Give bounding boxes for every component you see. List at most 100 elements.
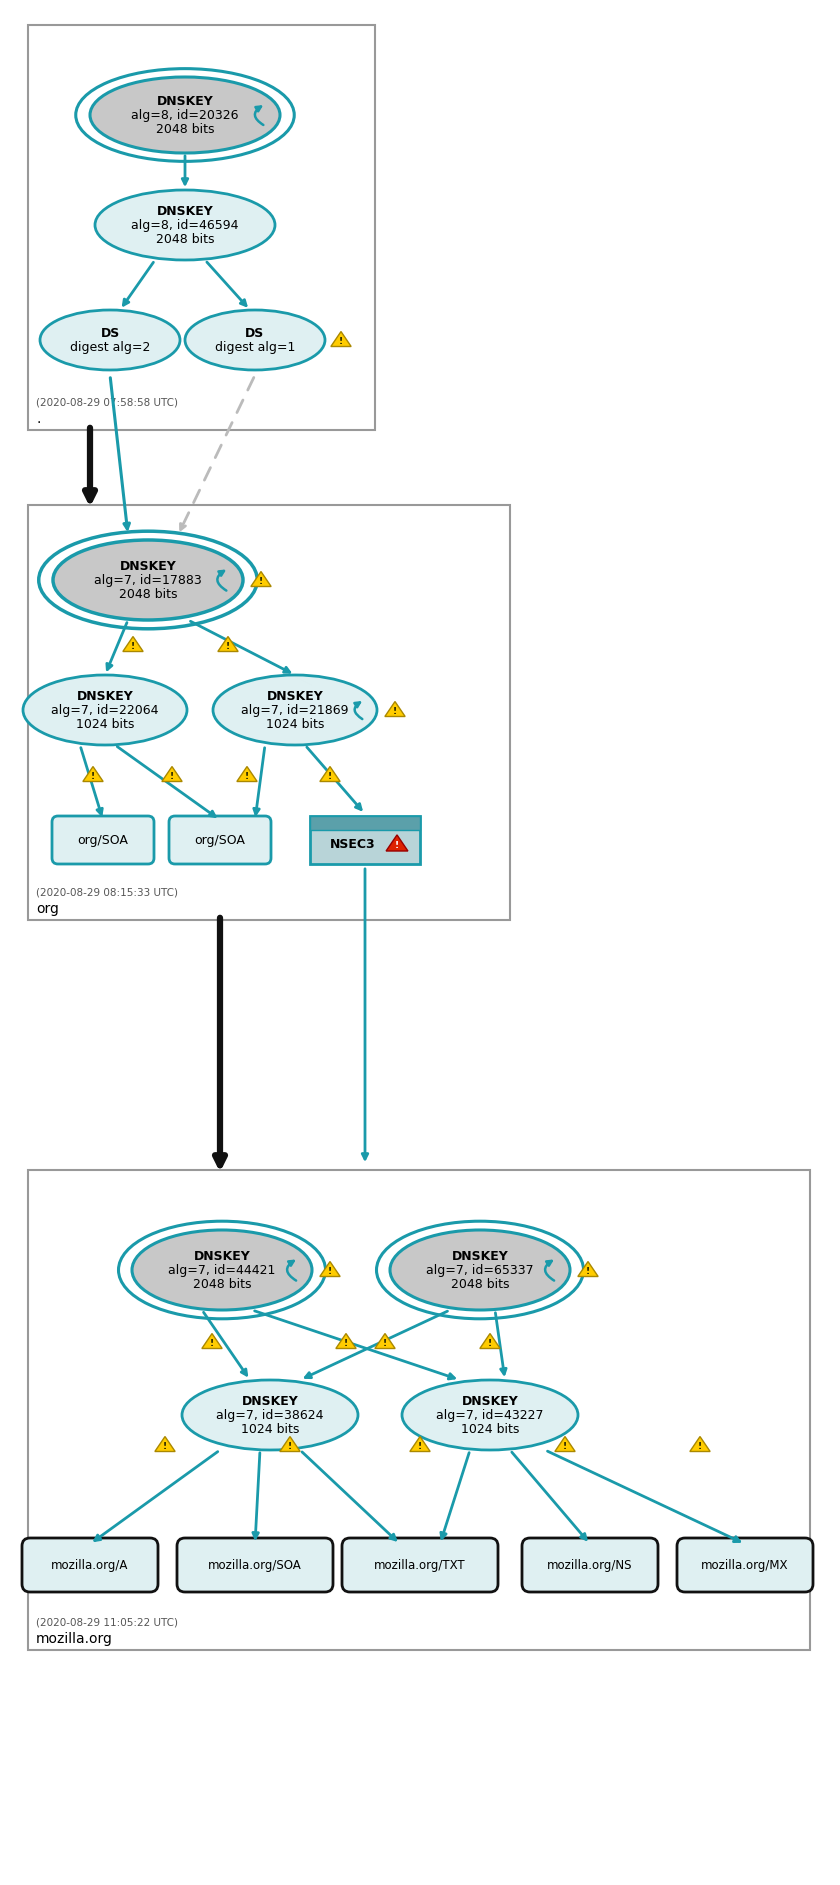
Text: mozilla.org/SOA: mozilla.org/SOA xyxy=(208,1559,302,1572)
FancyBboxPatch shape xyxy=(310,816,420,863)
FancyBboxPatch shape xyxy=(677,1538,813,1593)
Text: DNSKEY: DNSKEY xyxy=(266,690,323,703)
FancyBboxPatch shape xyxy=(28,25,375,430)
Text: org/SOA: org/SOA xyxy=(195,833,245,846)
FancyBboxPatch shape xyxy=(28,1171,810,1649)
Text: org: org xyxy=(36,903,59,916)
Text: mozilla.org/MX: mozilla.org/MX xyxy=(701,1559,789,1572)
Polygon shape xyxy=(386,835,408,850)
Text: !: ! xyxy=(170,771,174,780)
Text: !: ! xyxy=(91,771,95,780)
Text: 1024 bits: 1024 bits xyxy=(241,1423,299,1436)
FancyBboxPatch shape xyxy=(177,1538,333,1593)
FancyBboxPatch shape xyxy=(52,816,154,863)
Ellipse shape xyxy=(90,77,280,153)
Polygon shape xyxy=(555,1436,575,1451)
Text: alg=7, id=65337: alg=7, id=65337 xyxy=(426,1263,533,1276)
Text: DNSKEY: DNSKEY xyxy=(194,1250,250,1263)
Text: 2048 bits: 2048 bits xyxy=(155,232,214,245)
Polygon shape xyxy=(385,701,405,716)
Text: .: . xyxy=(36,413,40,426)
Text: DS: DS xyxy=(100,326,119,339)
Polygon shape xyxy=(410,1436,430,1451)
Polygon shape xyxy=(690,1436,710,1451)
Text: DNSKEY: DNSKEY xyxy=(156,94,213,107)
FancyBboxPatch shape xyxy=(310,816,420,831)
Text: DNSKEY: DNSKEY xyxy=(462,1395,518,1408)
Text: !: ! xyxy=(563,1442,567,1451)
Polygon shape xyxy=(123,637,143,652)
FancyBboxPatch shape xyxy=(169,816,271,863)
Polygon shape xyxy=(218,637,239,652)
Text: digest alg=2: digest alg=2 xyxy=(70,341,150,354)
Polygon shape xyxy=(162,767,182,782)
Text: DNSKEY: DNSKEY xyxy=(156,204,213,217)
Text: 2048 bits: 2048 bits xyxy=(118,588,177,601)
Text: mozilla.org/TXT: mozilla.org/TXT xyxy=(374,1559,466,1572)
FancyBboxPatch shape xyxy=(28,505,510,920)
Text: alg=7, id=17883: alg=7, id=17883 xyxy=(94,573,202,586)
Text: !: ! xyxy=(259,577,263,586)
Polygon shape xyxy=(280,1436,300,1451)
Text: !: ! xyxy=(586,1267,590,1276)
FancyBboxPatch shape xyxy=(22,1538,158,1593)
Polygon shape xyxy=(155,1436,175,1451)
Text: !: ! xyxy=(245,771,249,780)
Text: !: ! xyxy=(383,1338,387,1348)
Text: DS: DS xyxy=(245,326,265,339)
Ellipse shape xyxy=(402,1380,578,1450)
Text: !: ! xyxy=(226,641,230,650)
Text: !: ! xyxy=(395,841,399,850)
Text: NSEC3: NSEC3 xyxy=(330,837,375,850)
Text: alg=8, id=20326: alg=8, id=20326 xyxy=(131,109,239,121)
Text: !: ! xyxy=(328,771,332,780)
Polygon shape xyxy=(336,1333,356,1348)
Text: alg=7, id=43227: alg=7, id=43227 xyxy=(436,1408,543,1421)
Polygon shape xyxy=(202,1333,222,1348)
Text: alg=7, id=38624: alg=7, id=38624 xyxy=(216,1408,323,1421)
Ellipse shape xyxy=(213,675,377,745)
Text: 1024 bits: 1024 bits xyxy=(461,1423,519,1436)
Polygon shape xyxy=(320,767,340,782)
Text: mozilla.org/NS: mozilla.org/NS xyxy=(547,1559,633,1572)
Text: !: ! xyxy=(393,707,397,716)
Text: DNSKEY: DNSKEY xyxy=(452,1250,508,1263)
Ellipse shape xyxy=(53,539,243,620)
Polygon shape xyxy=(83,767,103,782)
Polygon shape xyxy=(331,332,351,347)
Polygon shape xyxy=(237,767,257,782)
Text: 1024 bits: 1024 bits xyxy=(76,718,134,731)
Text: digest alg=1: digest alg=1 xyxy=(215,341,295,354)
Text: mozilla.org/A: mozilla.org/A xyxy=(51,1559,129,1572)
Text: !: ! xyxy=(288,1442,292,1451)
Text: 2048 bits: 2048 bits xyxy=(192,1278,251,1291)
Text: !: ! xyxy=(344,1338,348,1348)
Ellipse shape xyxy=(182,1380,358,1450)
Text: !: ! xyxy=(328,1267,332,1276)
Text: !: ! xyxy=(698,1442,702,1451)
Text: (2020-08-29 07:58:58 UTC): (2020-08-29 07:58:58 UTC) xyxy=(36,398,178,407)
Text: DNSKEY: DNSKEY xyxy=(242,1395,298,1408)
Text: !: ! xyxy=(163,1442,167,1451)
Polygon shape xyxy=(251,571,271,586)
Polygon shape xyxy=(578,1261,598,1276)
Text: (2020-08-29 08:15:33 UTC): (2020-08-29 08:15:33 UTC) xyxy=(36,888,178,897)
Ellipse shape xyxy=(95,190,275,260)
Text: 2048 bits: 2048 bits xyxy=(451,1278,509,1291)
Polygon shape xyxy=(320,1261,340,1276)
Text: !: ! xyxy=(131,641,135,650)
Text: mozilla.org: mozilla.org xyxy=(36,1632,113,1646)
Text: !: ! xyxy=(339,337,343,345)
Text: alg=7, id=21869: alg=7, id=21869 xyxy=(241,703,349,716)
Text: org/SOA: org/SOA xyxy=(77,833,129,846)
Text: DNSKEY: DNSKEY xyxy=(76,690,134,703)
Ellipse shape xyxy=(40,309,180,369)
Text: alg=7, id=22064: alg=7, id=22064 xyxy=(51,703,159,716)
Text: (2020-08-29 11:05:22 UTC): (2020-08-29 11:05:22 UTC) xyxy=(36,1617,178,1627)
Ellipse shape xyxy=(390,1231,570,1310)
Text: !: ! xyxy=(488,1338,492,1348)
FancyBboxPatch shape xyxy=(342,1538,498,1593)
Ellipse shape xyxy=(132,1231,312,1310)
Polygon shape xyxy=(480,1333,500,1348)
Text: 2048 bits: 2048 bits xyxy=(155,123,214,136)
